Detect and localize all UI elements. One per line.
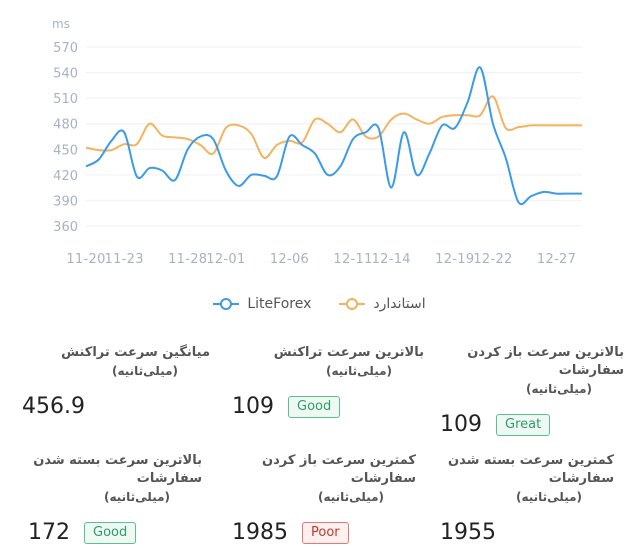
stat-label: کمترین سرعت بسته شدن سفارشات	[447, 453, 614, 486]
y-tick-label: 360	[53, 220, 78, 235]
y-tick-label: 450	[53, 143, 78, 158]
legend-item-standard[interactable]: استاندارد	[339, 296, 426, 312]
chart-series-lines	[85, 66, 582, 206]
stat-unit: (میلی‌ثانیه)	[317, 490, 385, 504]
y-unit-label: ms	[52, 17, 70, 31]
x-tick-label: 11-20	[66, 252, 105, 267]
y-tick-label: 420	[53, 169, 78, 184]
stat-label: بالاترین سرعت تراکنش	[273, 345, 424, 360]
stat-min-open-speed: کمترین سرعت باز کردن سفارشات (میلی‌ثانیه…	[216, 452, 416, 545]
status-badge: Good	[84, 521, 137, 544]
x-tick-label: 12-11	[333, 252, 372, 267]
x-tick-label: 12-14	[372, 252, 411, 267]
stat-value: 1985	[232, 520, 288, 545]
status-badge: Good	[288, 395, 341, 418]
stat-min-close-speed: کمترین سرعت بسته شدن سفارشات (میلی‌ثانیه…	[414, 452, 614, 545]
stat-label: بالاترین سرعت باز کردن سفارشات	[467, 345, 624, 378]
stat-value: 172	[28, 520, 70, 545]
stat-average-transaction-speed: میانگین سرعت تراکنش (میلی‌ثانیه) 456.9	[10, 344, 210, 419]
stat-unit: (میلی‌ثانیه)	[111, 364, 179, 378]
stat-unit: (میلی‌ثانیه)	[515, 490, 583, 504]
series-line-liteforex	[85, 66, 582, 206]
legend-line-circle-icon	[213, 297, 240, 311]
legend-label: LiteForex	[247, 296, 312, 312]
x-tick-label: 12-06	[270, 252, 309, 267]
x-tick-label: 12-27	[537, 252, 576, 267]
stat-unit: (میلی‌ثانیه)	[103, 490, 171, 504]
y-tick-label: 390	[53, 194, 78, 209]
stat-value: 456.9	[22, 394, 85, 419]
chart-gridlines	[86, 46, 582, 227]
y-tick-label: 570	[53, 41, 78, 56]
x-tick-label: 12-19	[435, 252, 474, 267]
stat-value: 109	[440, 412, 482, 437]
y-tick-label: 510	[53, 92, 78, 107]
legend-item-liteforex[interactable]: LiteForex	[213, 296, 311, 312]
legend-label: استاندارد	[373, 296, 426, 312]
stat-max-open-speed: بالاترین سرعت باز کردن سفارشات (میلی‌ثان…	[424, 344, 624, 437]
x-tick-label: 12-01	[206, 252, 245, 267]
status-badge: Poor	[302, 521, 349, 544]
stat-max-transaction-speed: بالاترین سرعت تراکنش (میلی‌ثانیه) 109 Go…	[224, 344, 424, 419]
series-line-standard	[85, 95, 582, 159]
x-tick-label: 12-22	[473, 252, 512, 267]
stat-label: میانگین سرعت تراکنش	[61, 345, 210, 360]
stat-unit: (میلی‌ثانیه)	[325, 364, 393, 378]
stat-label: بالاترین سرعت بسته شدن سفارشات	[33, 453, 202, 486]
x-tick-label: 11-28	[168, 252, 207, 267]
stat-value: 109	[232, 394, 274, 419]
y-axis-ticks: 360 390 420 450 480 510 540 570	[53, 41, 78, 235]
chart-legend: LiteForex استاندارد	[0, 292, 639, 316]
status-badge: Great	[496, 413, 551, 436]
y-tick-label: 480	[53, 118, 78, 133]
y-tick-label: 540	[53, 67, 78, 82]
stat-value: 1955	[440, 520, 496, 545]
stat-max-close-speed: بالاترین سرعت بسته شدن سفارشات (میلی‌ثان…	[2, 452, 202, 545]
stat-unit: (میلی‌ثانیه)	[525, 382, 593, 396]
legend-line-circle-icon	[339, 297, 366, 311]
x-tick-label: 11-23	[105, 252, 144, 267]
stat-label: کمترین سرعت باز کردن سفارشات	[261, 453, 416, 486]
